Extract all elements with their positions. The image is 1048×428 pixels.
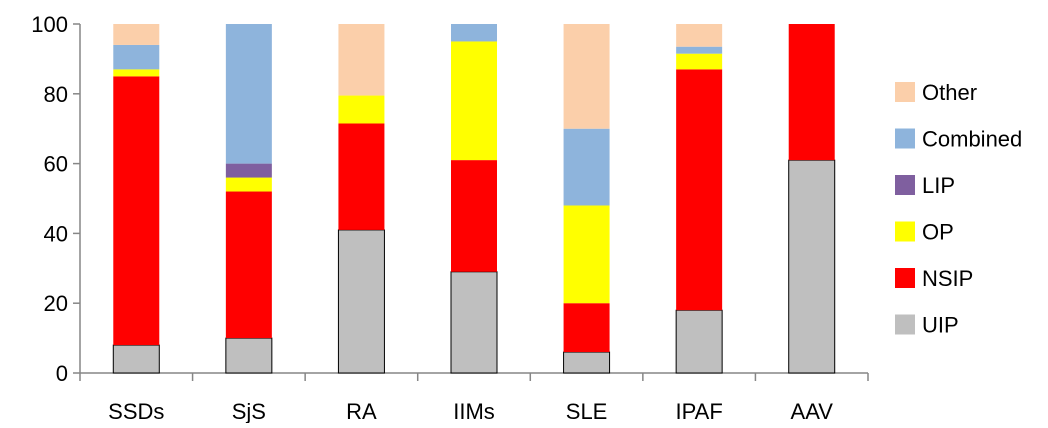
y-tick-label: 100	[31, 12, 68, 37]
x-tick-label: IPAF	[676, 399, 723, 423]
y-tick-label: 60	[44, 152, 68, 177]
bar-segment	[337, 229, 385, 374]
bar-segment	[225, 177, 272, 192]
y-axis: 0 20 40 60 80 100	[31, 12, 81, 386]
x-tick-label: AAV	[791, 399, 834, 423]
bar-segment	[225, 337, 273, 374]
bar-segment	[675, 309, 723, 374]
y-tick-label: 40	[44, 221, 68, 246]
bar-segment	[225, 191, 272, 339]
legend-swatch	[895, 268, 915, 288]
bars	[112, 24, 836, 374]
x-tick-label: IIMs	[453, 399, 495, 423]
bar-segment	[563, 205, 610, 304]
legend-swatch	[895, 82, 915, 102]
y-tick-label: 20	[44, 291, 68, 316]
y-tick-label: 80	[44, 82, 68, 107]
y-tick-label: 0	[56, 361, 68, 386]
legend-swatch	[895, 128, 915, 149]
bar-segment	[225, 24, 272, 164]
bar-segment	[676, 24, 723, 47]
bar-segment	[563, 24, 610, 129]
x-tick-label: SjS	[232, 399, 266, 423]
bar-segment	[788, 159, 836, 374]
x-axis: SSDs SjS RA IIMs SLE IPAF AAV	[79, 372, 869, 424]
bar-segment	[788, 24, 835, 161]
bar-segment	[113, 24, 160, 45]
legend-label: LIP	[922, 173, 955, 198]
bar-segment	[338, 123, 385, 230]
x-tick-label: RA	[346, 399, 377, 423]
bar-segment	[451, 41, 497, 161]
bar-segment	[338, 24, 385, 96]
x-tick-label: SLE	[566, 399, 608, 423]
legend-label: Other	[922, 80, 977, 105]
bar-segment	[563, 303, 610, 353]
bar-segment	[563, 128, 610, 206]
bar-segment	[676, 46, 723, 54]
bar-segment	[676, 69, 723, 311]
bar-segment	[112, 344, 160, 374]
legend-label: OP	[922, 220, 954, 245]
x-tick-label: SSDs	[108, 399, 164, 423]
bar-segment	[113, 69, 160, 77]
bar-segment	[113, 76, 160, 346]
legend-swatch	[895, 314, 915, 335]
legend-label: Combined	[922, 127, 1022, 152]
legend-label: NSIP	[922, 266, 973, 291]
bar-segment	[338, 95, 385, 124]
bar-segment	[451, 160, 497, 272]
legend-label: UIP	[922, 313, 959, 338]
bar-segment	[563, 351, 611, 374]
bar-segment	[450, 271, 498, 374]
bar-segment	[451, 24, 497, 42]
legend-swatch	[895, 221, 915, 242]
bar-segment	[113, 44, 160, 70]
bar-segment	[676, 53, 723, 70]
legend: Other Combined LIP OP NSIP UIP	[895, 80, 1022, 338]
legend-swatch	[895, 175, 915, 195]
bar-segment	[225, 163, 272, 178]
